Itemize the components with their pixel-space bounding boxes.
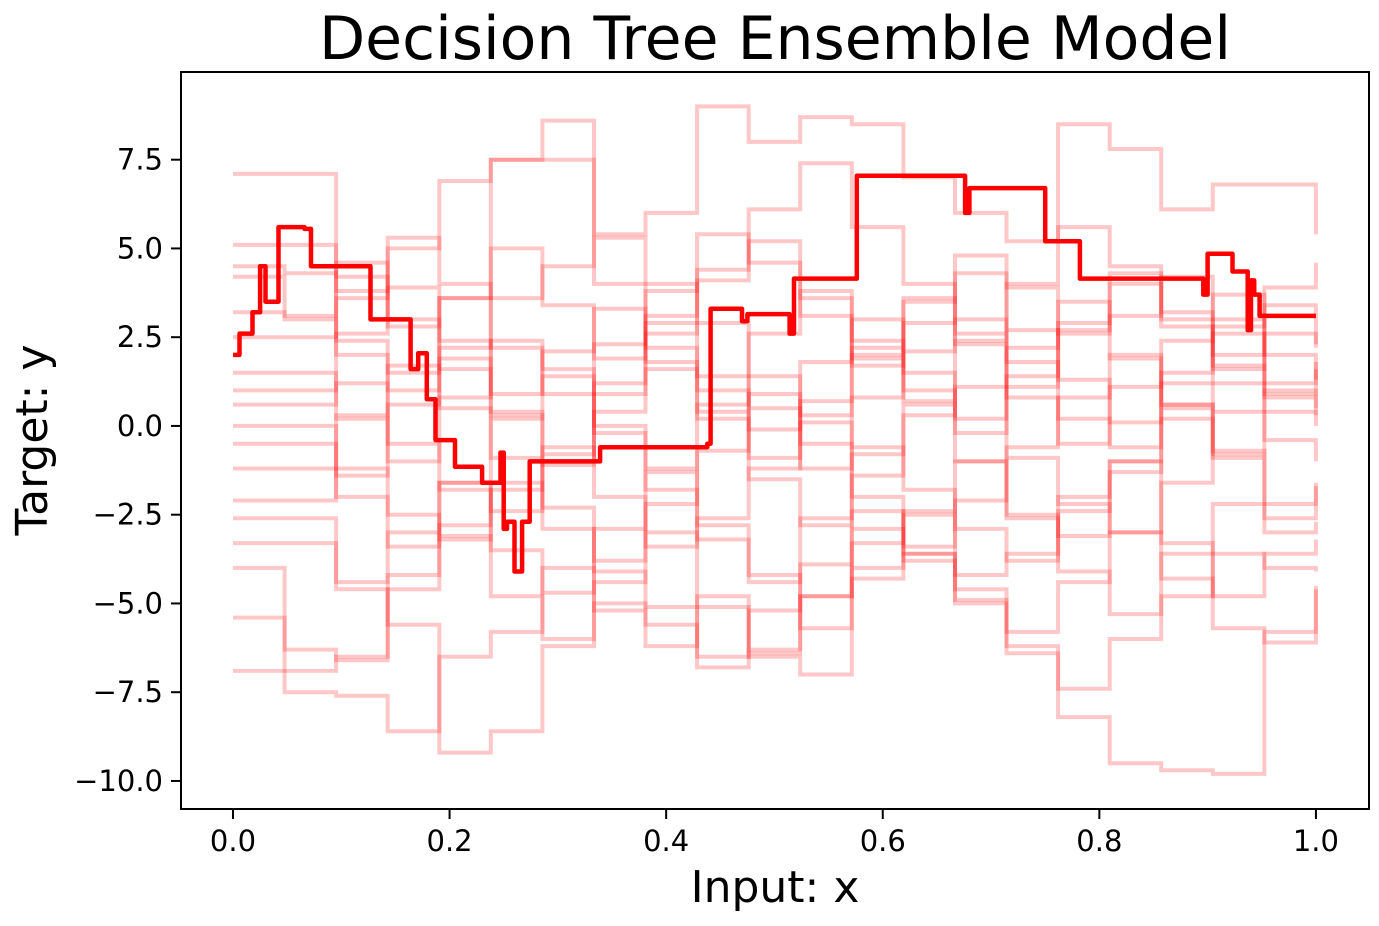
faint-series-line-4 xyxy=(233,459,1318,755)
faint-series-line-15 xyxy=(233,285,1318,460)
chart-title: Decision Tree Ensemble Model xyxy=(319,4,1231,74)
x-tick-label: 0.6 xyxy=(860,824,906,858)
faint-series-line-5 xyxy=(233,235,1318,418)
faint-series-line-11 xyxy=(233,232,1318,425)
faint-series-line-9 xyxy=(233,225,1318,457)
faint-series-line-0 xyxy=(233,157,1318,471)
faint-series-line-16 xyxy=(233,526,1318,691)
y-tick-label: −7.5 xyxy=(93,675,163,709)
y-tick-label: 7.5 xyxy=(117,143,163,177)
faint-series-line-1 xyxy=(233,551,1318,776)
faint-series-line-6 xyxy=(233,416,1318,563)
x-tick-label: 0.4 xyxy=(643,824,689,858)
y-tick-label: 2.5 xyxy=(117,320,163,354)
faint-series-line-13 xyxy=(233,299,1318,478)
y-tick-label: 0.0 xyxy=(117,409,163,443)
faint-series-line-12 xyxy=(233,352,1318,563)
faint-series-line-3 xyxy=(233,367,1318,535)
faint-series-line-17 xyxy=(233,161,1318,396)
faint-series-group xyxy=(233,104,1318,776)
y-tick-label: −10.0 xyxy=(74,764,163,798)
x-tick-label: 0.8 xyxy=(1076,824,1122,858)
y-tick-label: −2.5 xyxy=(93,498,163,532)
y-tick-label: −5.0 xyxy=(93,586,163,620)
faint-series-line-8 xyxy=(233,480,1318,670)
y-tick-label: 5.0 xyxy=(117,231,163,265)
faint-series-line-10 xyxy=(233,374,1318,585)
x-tick-label: 0.0 xyxy=(210,824,256,858)
faint-series-line-14 xyxy=(233,459,1318,631)
faint-series-line-2 xyxy=(233,104,1318,293)
x-axis-label: Input: x xyxy=(691,862,860,913)
x-tick-label: 0.2 xyxy=(427,824,473,858)
main-series-line xyxy=(233,173,1316,574)
x-axis: 0.0 0.2 0.4 0.6 0.8 1.0 xyxy=(210,809,1339,858)
x-tick-label: 1.0 xyxy=(1293,824,1339,858)
main-series-group xyxy=(233,173,1316,574)
y-axis: 7.5 5.0 2.5 0.0 −2.5 −5.0 −7.5 −10.0 xyxy=(74,143,181,798)
y-axis-label: Target: y xyxy=(7,345,58,537)
plot-frame xyxy=(180,71,1370,810)
faint-series-line-7 xyxy=(233,281,1318,471)
